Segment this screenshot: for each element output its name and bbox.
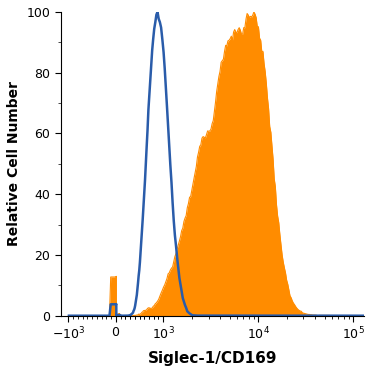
X-axis label: Siglec-1/CD169: Siglec-1/CD169 bbox=[148, 351, 277, 366]
Y-axis label: Relative Cell Number: Relative Cell Number bbox=[7, 81, 21, 246]
